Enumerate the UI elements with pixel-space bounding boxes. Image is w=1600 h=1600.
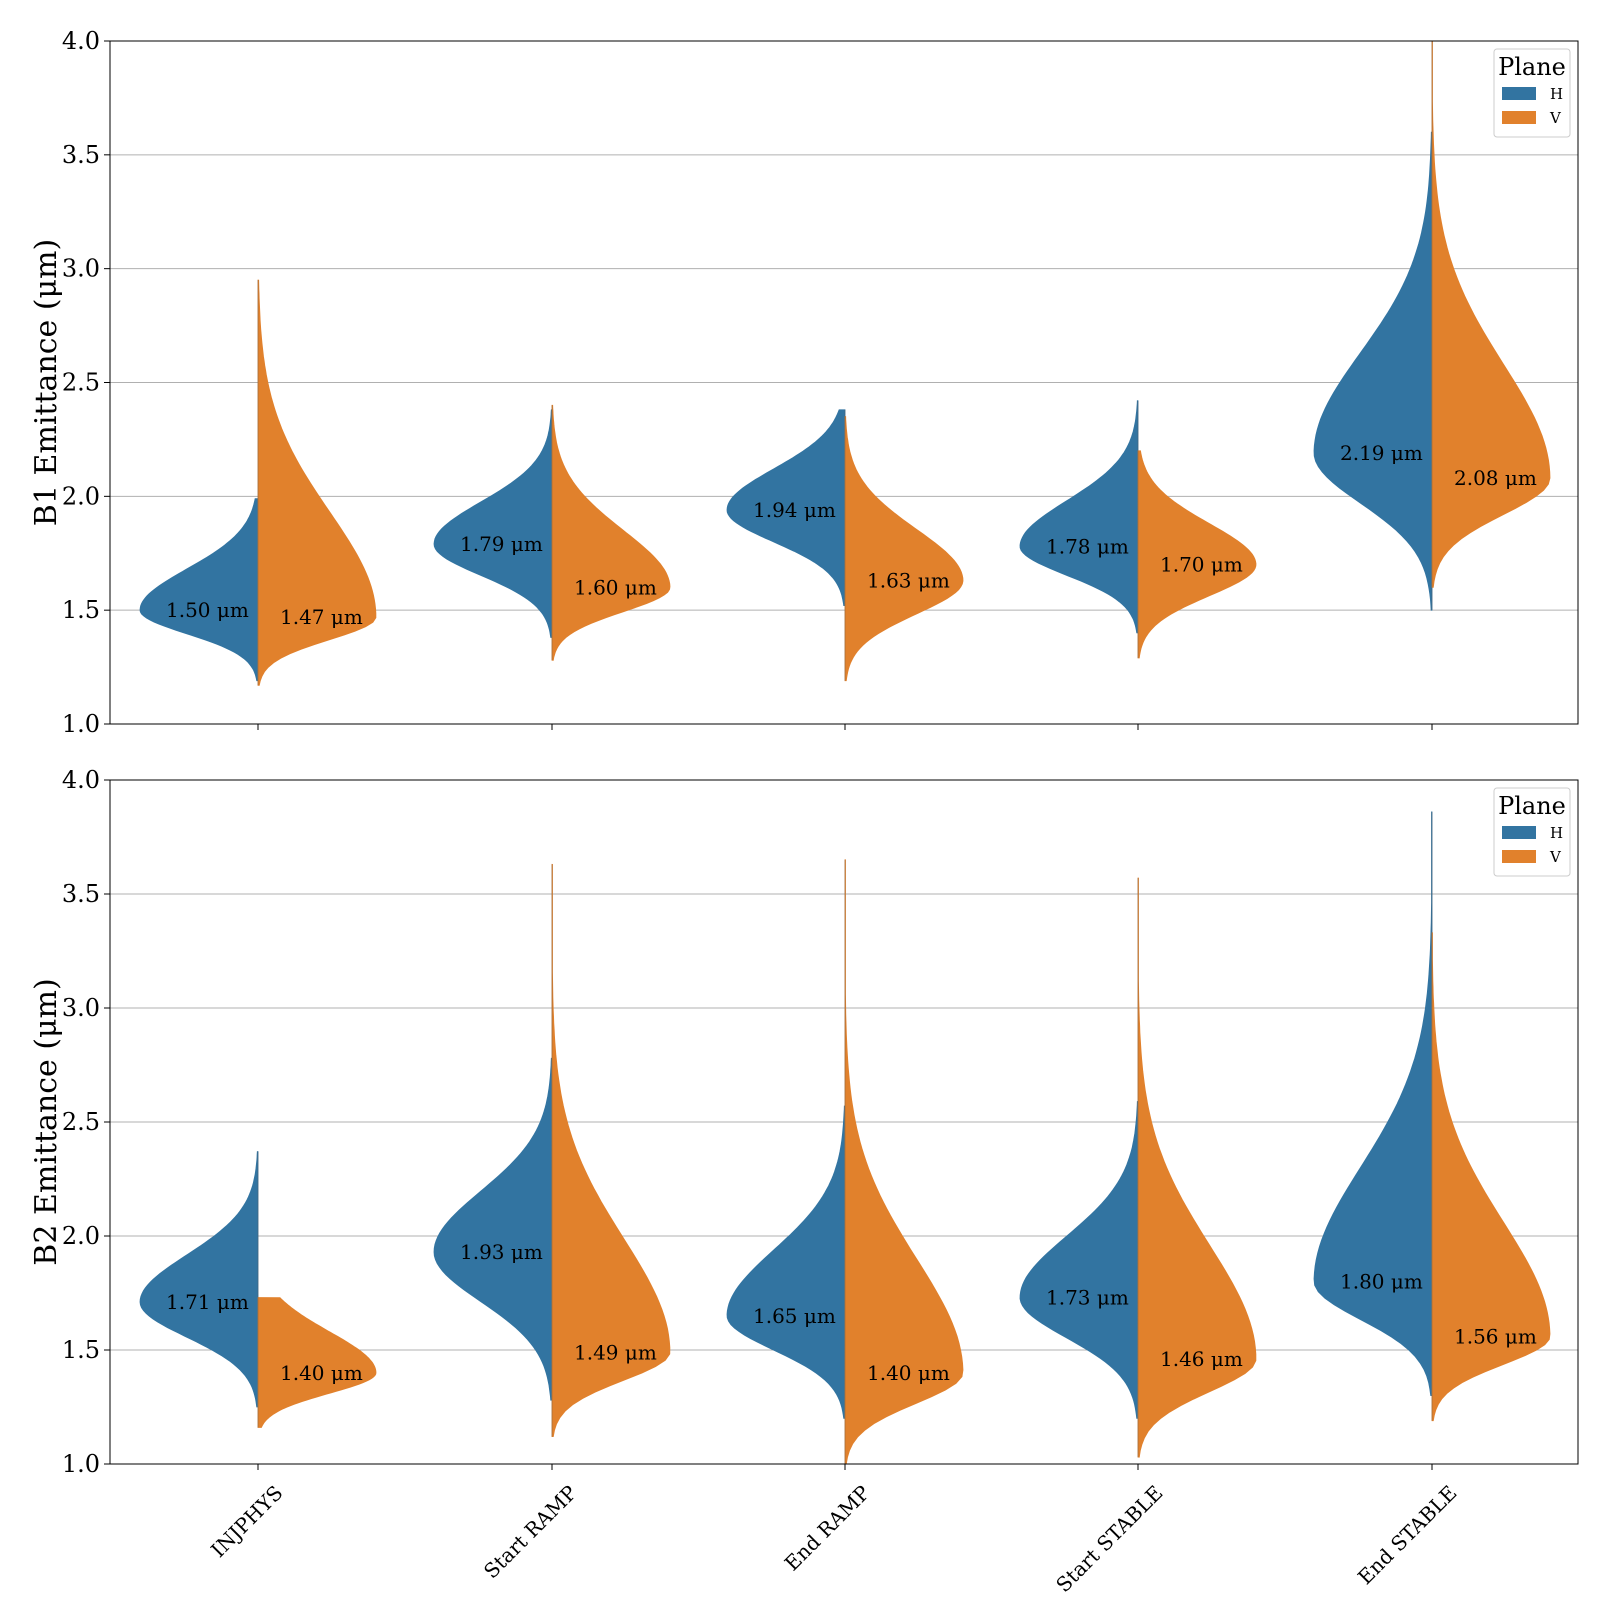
median-label-v: 1.49 μm [574,1340,657,1364]
violin-v-injphys [257,279,377,686]
median-label-v: 1.40 μm [867,1361,950,1385]
legend: Plane HV [1493,48,1571,138]
violin-h-end-ramp [726,409,846,607]
median-label-h: 1.50 μm [166,598,249,622]
legend-entry-h: H [1550,85,1563,103]
median-label-v: 1.47 μm [280,605,363,629]
xtick-label-start-stable: Start STABLE [1051,1481,1167,1597]
violin-v-end-stable [1431,932,1551,1422]
xtick-label-injphys: INJPHYS [206,1481,287,1562]
median-label-h: 1.79 μm [460,532,543,556]
ytick-label: 3.5 [62,880,100,908]
violin-h-end-ramp [726,1105,846,1419]
panel-2: 1.71 μm 1.40 μm 1.93 μm 1.49 μm 1.65 μm 1.40 … [29,766,1579,1478]
violin-v-start-stable [1137,450,1257,659]
ytick-label: 1.0 [62,1450,100,1478]
median-label-h: 2.19 μm [1340,441,1423,465]
ytick-label: 3.0 [62,255,100,283]
ytick-label: 1.5 [62,596,100,624]
legend-entry-v: V [1549,109,1562,127]
legend-swatch-v [1502,111,1536,124]
violin-h-start-ramp [433,409,553,638]
median-label-h: 1.65 μm [753,1304,836,1328]
ytick-label: 3.5 [62,141,100,169]
median-label-v: 2.08 μm [1454,466,1537,490]
median-label-v: 1.40 μm [280,1361,363,1385]
median-label-v: 1.70 μm [1160,553,1243,577]
violin-h-end-stable [1313,811,1433,1396]
violin-v-start-ramp [551,863,671,1438]
y-axis-label: B1 Emittance (μm) [29,239,64,526]
legend-title: Plane [1498,792,1566,820]
legend: Plane HV [1493,787,1571,877]
violin-v-start-ramp [551,404,671,661]
violin-v-end-stable [1431,40,1551,588]
median-label-h: 1.80 μm [1340,1270,1423,1294]
xtick-label-start-ramp: Start RAMP [479,1481,582,1584]
xtick-label-end-ramp: End RAMP [780,1481,875,1576]
ytick-label: 4.0 [62,766,100,794]
violin-h-start-ramp [433,1057,553,1401]
ytick-label: 2.0 [62,482,100,510]
violin-h-end-stable [1313,131,1433,611]
legend-swatch-h [1502,826,1536,839]
legend-entry-v: V [1549,848,1562,866]
ytick-label: 4.0 [62,27,100,55]
violin-v-end-ramp [844,416,964,682]
median-label-v: 1.63 μm [867,569,950,593]
violin-v-injphys [257,1297,377,1428]
violin-h-injphys [139,498,259,682]
ytick-label: 1.0 [62,710,100,738]
ytick-label: 3.0 [62,994,100,1022]
median-label-v: 1.60 μm [574,575,657,599]
violin-v-start-stable [1137,877,1257,1458]
median-label-h: 1.73 μm [1046,1286,1129,1310]
violin-h-start-stable [1019,400,1139,634]
violin-v-end-ramp [844,859,964,1465]
violin-h-injphys [139,1151,259,1408]
median-label-h: 1.78 μm [1046,534,1129,558]
panel-1: 1.50 μm 1.47 μm 1.79 μm 1.60 μm 1.94 μm 1.63 … [29,27,1579,738]
y-axis-label: B2 Emittance (μm) [29,978,64,1265]
ytick-label: 2.5 [62,369,100,397]
legend-title: Plane [1498,53,1566,81]
legend-swatch-v [1502,850,1536,863]
violin-h-start-stable [1019,1101,1139,1419]
median-label-h: 1.93 μm [460,1240,543,1264]
xtick-label-end-stable: End STABLE [1353,1481,1462,1590]
median-label-h: 1.94 μm [753,498,836,522]
median-label-h: 1.71 μm [166,1290,249,1314]
legend-swatch-h [1502,87,1536,100]
median-label-v: 1.56 μm [1454,1324,1537,1348]
legend-entry-h: H [1550,824,1563,842]
ytick-label: 1.5 [62,1336,100,1364]
ytick-label: 2.0 [62,1222,100,1250]
median-label-v: 1.46 μm [1160,1347,1243,1371]
ytick-label: 2.5 [62,1108,100,1136]
